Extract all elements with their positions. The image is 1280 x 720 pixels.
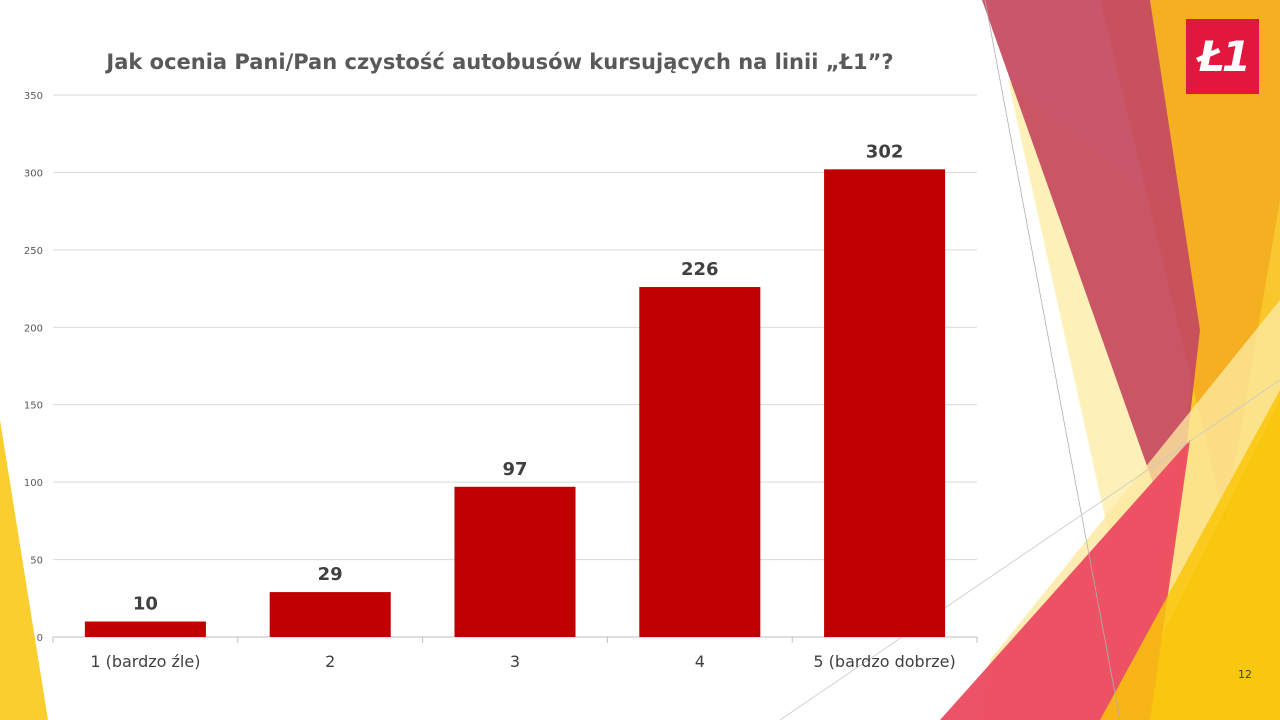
y-tick-label: 0 (37, 633, 43, 644)
decor-thin-line-1 (984, 0, 1121, 720)
data-label: 29 (318, 564, 343, 585)
bar (639, 287, 761, 637)
x-tick-label: 4 (695, 652, 705, 671)
y-tick-label: 100 (24, 478, 43, 489)
decor-pink-band (982, 0, 1200, 545)
x-tick-label: 3 (510, 652, 520, 671)
x-tick-label: 1 (bardzo źle) (90, 652, 200, 671)
x-tick-label: 2 (325, 652, 335, 671)
y-tick-label: 250 (24, 246, 43, 257)
bar (269, 592, 391, 637)
y-tick-label: 50 (30, 556, 43, 567)
decor-coral-triangle (940, 440, 1190, 720)
y-tick-label: 200 (24, 323, 43, 334)
y-tick-label: 350 (24, 91, 43, 102)
chart-title: Jak ocenia Pani/Pan czystość autobusów k… (106, 50, 894, 74)
decor-thin-line-2 (779, 379, 1280, 720)
bar (824, 169, 946, 637)
y-tick-label: 150 (24, 401, 43, 412)
bar (454, 486, 576, 637)
y-tick-label: 300 (24, 168, 43, 179)
decor-yellow-left (0, 420, 48, 720)
x-tick-label: 5 (bardzo dobrze) (813, 652, 955, 671)
data-label: 302 (866, 141, 904, 162)
data-label: 226 (681, 259, 719, 280)
data-label: 97 (502, 459, 527, 480)
bar (84, 621, 206, 637)
page-number: 12 (1238, 668, 1252, 681)
logo-l1: Ł1 (1186, 19, 1259, 94)
decor-yellow-bottom (1100, 390, 1280, 720)
data-label: 10 (133, 594, 158, 615)
